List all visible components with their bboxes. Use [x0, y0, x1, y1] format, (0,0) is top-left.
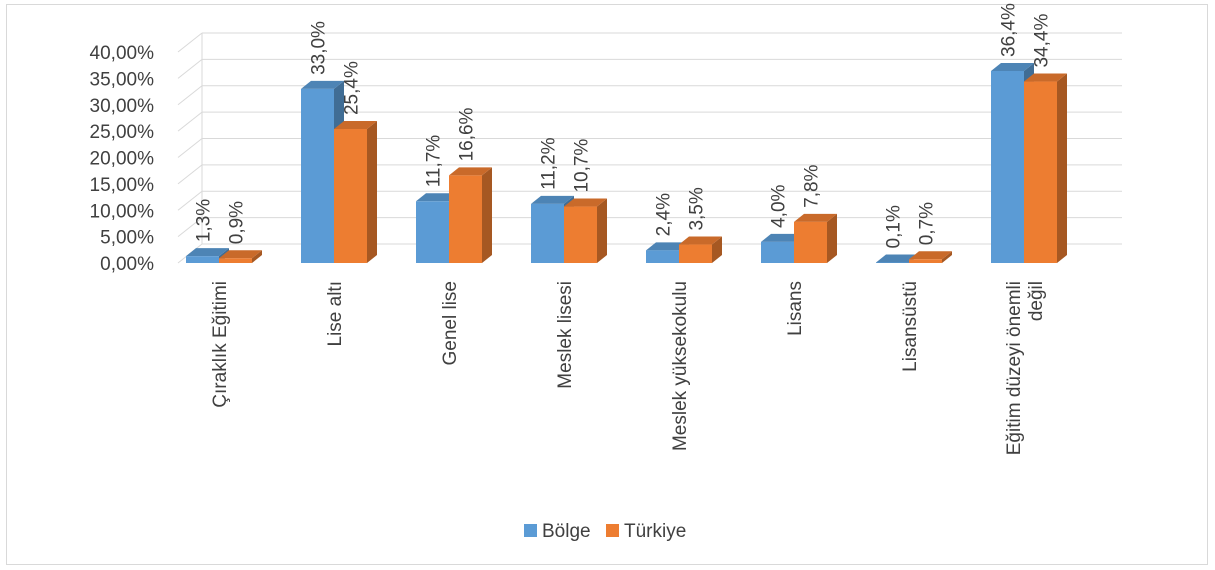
y-tick-label: 15,00%: [90, 175, 155, 196]
bar-turkiye: [564, 198, 607, 263]
bar-front: [449, 175, 482, 263]
bar-front: [301, 88, 334, 263]
data-label: 0,9%: [227, 201, 248, 244]
bar-front: [334, 129, 367, 263]
bar-front: [679, 244, 712, 263]
y-tick-label: 20,00%: [90, 149, 155, 170]
data-label: 36,4%: [999, 3, 1020, 57]
bar-side: [482, 167, 492, 263]
y-tick-label: 40,00%: [90, 43, 155, 64]
category-label: Lisans: [785, 281, 806, 336]
bar-top: [909, 251, 952, 260]
gridline-depth: [177, 111, 203, 132]
category-label: Eğitim düzeyi önemli: [1004, 281, 1025, 455]
y-tick-label: 30,00%: [90, 96, 155, 117]
y-tick-label: 25,00%: [90, 122, 155, 143]
gridline-depth: [177, 85, 203, 106]
bar-top: [679, 236, 722, 245]
bar-side: [367, 121, 377, 263]
bar-top: [219, 250, 262, 259]
gridline-depth: [177, 217, 203, 238]
y-tick-label: 10,00%: [90, 201, 155, 222]
bar-turkiye: [909, 251, 952, 263]
bar-turkiye: [794, 213, 837, 263]
category-label: Lisansüstü: [900, 281, 921, 372]
bar-turkiye: [219, 250, 262, 263]
bar-top: [301, 80, 344, 89]
bar-top: [186, 248, 229, 257]
bar-side: [712, 236, 722, 263]
category-label: Lise altı: [325, 281, 346, 346]
data-label: 0,1%: [884, 205, 905, 248]
bar-side: [1057, 73, 1067, 263]
data-label: 1,3%: [194, 199, 215, 242]
category-label: Meslek yüksekokulu: [670, 281, 691, 451]
gridline-depth: [177, 164, 203, 185]
data-label: 0,7%: [917, 202, 938, 245]
bar-top: [416, 193, 459, 202]
data-label: 10,7%: [572, 139, 593, 193]
bar-front: [186, 256, 219, 263]
bar-top: [531, 195, 574, 204]
legend-label: Bölge: [542, 521, 591, 542]
data-label: 11,2%: [539, 137, 560, 190]
data-label: 16,6%: [457, 107, 478, 161]
data-label: 11,7%: [424, 135, 445, 188]
bar-front: [646, 250, 679, 263]
legend-label: Türkiye: [624, 521, 686, 542]
bar-front: [416, 201, 449, 263]
bar-turkiye: [1024, 73, 1067, 263]
data-label: 25,4%: [342, 61, 363, 115]
category-label: Genel lise: [440, 281, 461, 366]
bar-side: [597, 198, 607, 263]
bar-turkiye: [334, 121, 377, 263]
data-label: 4,0%: [769, 184, 790, 227]
bar-front: [761, 241, 794, 263]
data-label: 33,0%: [309, 21, 330, 75]
bar-front: [909, 259, 942, 263]
category-label: değil: [1026, 281, 1047, 321]
bar-front: [1024, 81, 1057, 263]
gridline-depth: [177, 190, 203, 211]
bar-turkiye: [449, 167, 492, 263]
bar-side: [252, 250, 262, 263]
bar-top: [761, 233, 804, 242]
bar-front: [531, 203, 564, 263]
bar-front: [219, 258, 252, 263]
bar-top: [646, 242, 689, 251]
y-tick-label: 0,00%: [100, 254, 154, 275]
y-tick-label: 5,00%: [100, 228, 154, 249]
bar-front: [991, 70, 1024, 264]
gridline-depth: [177, 32, 203, 53]
y-tick-label: 35,00%: [90, 69, 155, 90]
bar-top: [794, 213, 837, 222]
data-label: 2,4%: [654, 193, 675, 236]
bar-top: [334, 121, 377, 130]
category-label: Meslek lisesi: [555, 281, 576, 389]
bar-side: [827, 213, 837, 263]
bar-turkiye: [679, 236, 722, 263]
bar-top: [564, 198, 607, 207]
gridline-depth: [177, 138, 203, 158]
bar-top: [449, 167, 492, 176]
bar-side: [942, 251, 952, 263]
bar-top: [876, 254, 919, 263]
category-label: Çıraklık Eğitimi: [210, 281, 231, 408]
gridline-depth: [177, 58, 203, 79]
bar-top: [1024, 73, 1067, 82]
legend: Bölge Türkiye: [524, 521, 686, 542]
data-label: 3,5%: [687, 187, 708, 230]
bar-top: [991, 62, 1034, 71]
bar-front: [794, 221, 827, 263]
data-label: 34,4%: [1032, 14, 1053, 68]
data-label: 7,8%: [802, 164, 823, 207]
bar-front: [564, 206, 597, 263]
legend-swatch: [524, 524, 537, 537]
legend-swatch: [606, 524, 619, 537]
bar-front: [876, 262, 909, 263]
